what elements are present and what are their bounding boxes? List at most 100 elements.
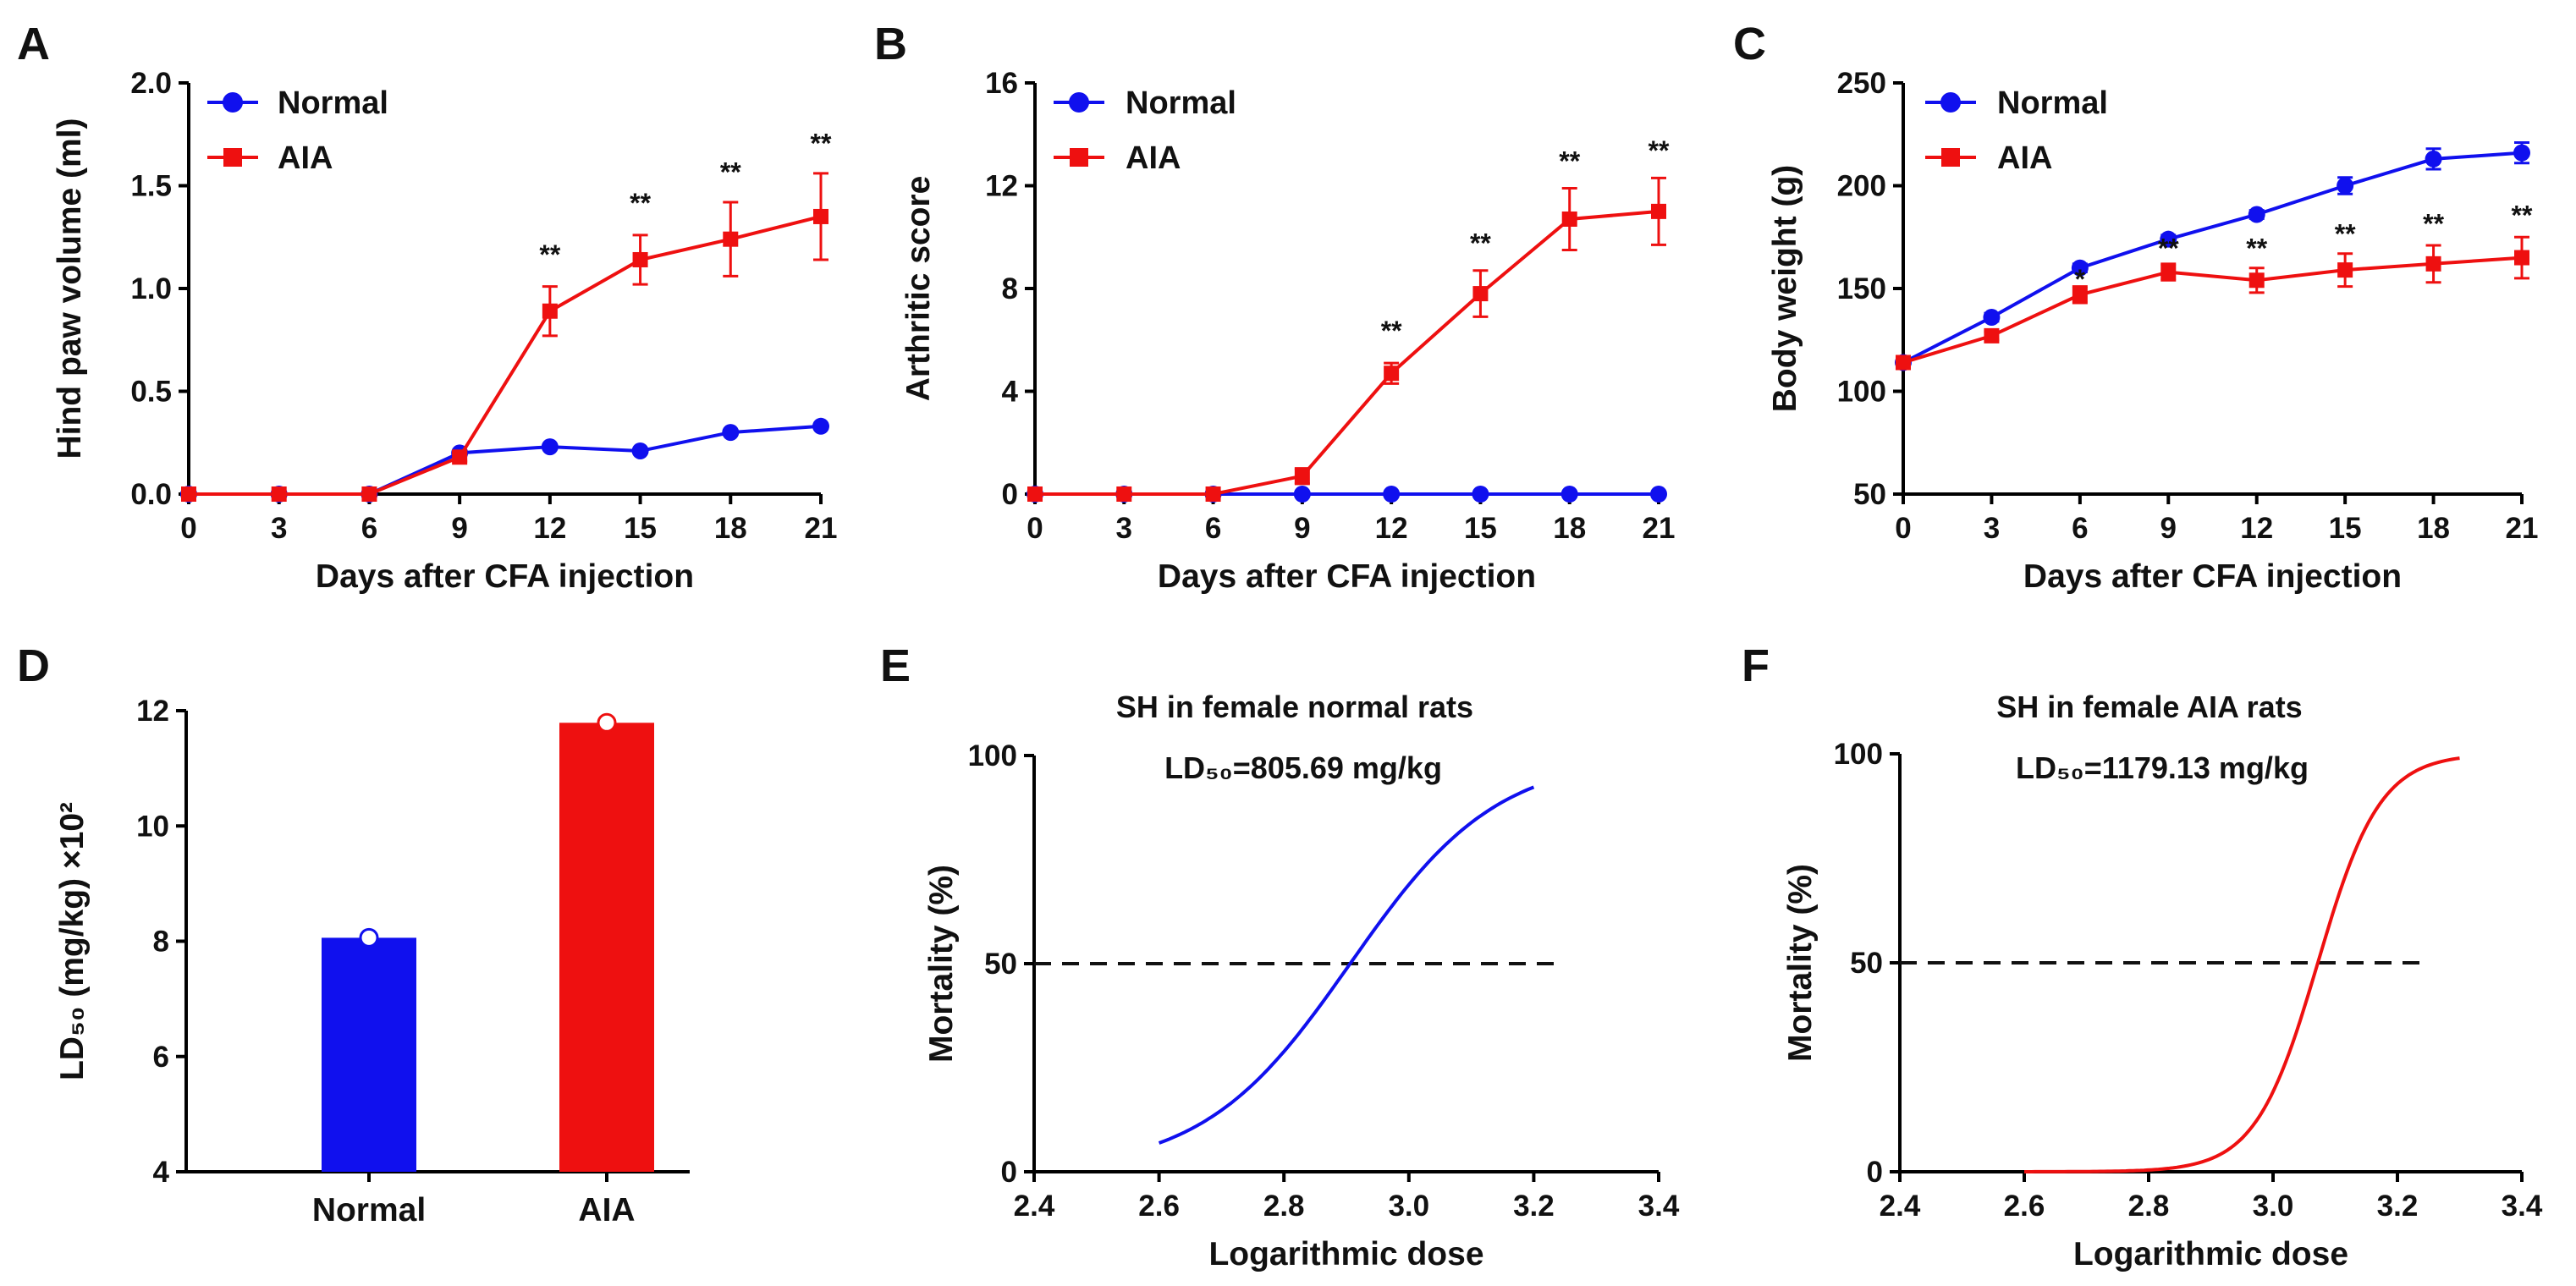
data-point-normal [812, 417, 829, 435]
x-tick-label: 9 [1294, 512, 1310, 545]
data-point-aia [452, 449, 468, 465]
y-tick-label: 1.5 [130, 170, 172, 203]
legend-marker-normal [223, 92, 243, 113]
panel-letter-d: D [17, 640, 50, 691]
x-tick-label: 3 [1984, 512, 2000, 545]
data-point-normal [541, 438, 559, 456]
data-point-aia [723, 231, 739, 247]
significance-marker: ** [1381, 316, 1402, 346]
y-tick-label: 50 [984, 948, 1017, 981]
dose-response-curve [1158, 785, 1535, 1145]
x-tick-label: 2.4 [1880, 1190, 1921, 1223]
significance-marker: * [2075, 264, 2086, 294]
series-aia [1027, 176, 1666, 502]
significance-marker: ** [2423, 208, 2444, 239]
y-axis-title: LD₅₀ (mg/kg) ×10² [54, 802, 91, 1080]
significance-marker: ** [720, 157, 741, 188]
data-point-aia [813, 208, 828, 224]
x-tick-label: 18 [714, 512, 747, 545]
x-tick-label: 2.4 [1014, 1190, 1055, 1223]
data-point-normal [1383, 486, 1401, 503]
data-point-normal [2425, 150, 2442, 168]
y-tick-label: 2.0 [130, 67, 172, 100]
x-tick-label: 2.8 [2128, 1190, 2170, 1223]
y-axis-title: Mortality (%) [923, 865, 960, 1063]
legend-label-normal: Normal [1126, 85, 1236, 121]
data-point-aia [1027, 486, 1043, 502]
x-tick-label: 0 [180, 512, 196, 545]
legend-label-aia: AIA [1126, 140, 1181, 176]
y-tick-label: 12 [985, 170, 1018, 203]
legend-label-normal: Normal [278, 85, 388, 121]
series-aia [1896, 235, 2529, 371]
series-line-aia [189, 214, 822, 496]
legend-marker-aia [1941, 148, 1960, 167]
y-axis-title: Body weight (g) [1767, 165, 1803, 412]
x-tick-label: 12 [1375, 512, 1408, 545]
legend-marker-normal [1069, 92, 1089, 113]
significance-marker: ** [2246, 234, 2267, 264]
y-tick-label: 1.0 [130, 272, 172, 305]
x-axis-title: Days after CFA injection [1158, 558, 1536, 595]
x-tick-label: 12 [533, 512, 566, 545]
x-tick-label: 2.6 [2004, 1190, 2045, 1223]
data-point-aia [181, 486, 196, 502]
significance-marker: ** [539, 239, 560, 270]
x-tick-label: 18 [2417, 512, 2450, 545]
x-tick-label: 6 [361, 512, 377, 545]
data-point-aia [361, 486, 377, 502]
x-tick-label: 21 [805, 512, 838, 545]
panel-letter-c: C [1733, 19, 1766, 69]
series-normal [1895, 140, 2530, 371]
bar-aia [559, 723, 654, 1172]
x-tick-label: 9 [2160, 512, 2177, 545]
x-tick-label: 3.4 [2502, 1190, 2543, 1223]
x-tick-label: 0 [1895, 512, 1911, 545]
panel-b: B Normal AIA 0 4 8 12 16 0 3 6 9 12 15 18 21 Days aft… [874, 19, 1675, 595]
panel-f: F SH in female AIA rats LD₅₀=1179.13 mg/… [1742, 640, 2543, 1272]
x-axis-title: Logarithmic dose [1208, 1236, 1483, 1272]
significance-marker: ** [1470, 228, 1491, 258]
x-category-label: AIA [578, 1192, 635, 1228]
data-point-aia [1472, 286, 1489, 302]
y-tick-label: 4 [1002, 376, 1019, 409]
data-point-aia [1384, 365, 1400, 382]
y-tick-label: 50 [1850, 947, 1883, 980]
y-tick-label: 0 [1001, 1156, 1017, 1189]
panel-a: A Normal AIA 0.0 0.5 1.0 1.5 2.0 0 3 6 9 12 15 18 21… [17, 19, 837, 595]
data-point-aia [1561, 211, 1577, 227]
data-point-normal [2337, 177, 2354, 195]
x-tick-label: 3.2 [2377, 1190, 2419, 1223]
x-tick-label: 9 [451, 512, 467, 545]
panel-c: C Normal AIA 50 100 150 200 250 0 3 6 9 12 15 18 21 D… [1733, 19, 2538, 595]
data-point-aia [1896, 354, 1911, 371]
y-tick-label: 0.0 [130, 478, 172, 511]
y-tick-label: 8 [1002, 272, 1018, 305]
x-tick-label: 3.2 [1513, 1190, 1555, 1223]
legend-label-aia: AIA [1997, 140, 2052, 176]
x-tick-label: 2.6 [1138, 1190, 1180, 1223]
data-point-aia [1984, 327, 2000, 343]
data-point-normal [2513, 144, 2530, 162]
series-aia [181, 172, 828, 502]
series-line-aia [1902, 256, 2523, 365]
legend-marker-aia [1070, 148, 1088, 167]
bar-normal [322, 937, 416, 1172]
significance-marker: ** [1559, 146, 1580, 176]
y-tick-label: 100 [1834, 738, 1883, 771]
x-tick-label: 15 [1464, 512, 1497, 545]
x-tick-label: 21 [1643, 512, 1676, 545]
x-tick-label: 15 [624, 512, 657, 545]
data-point-aia [1294, 468, 1310, 484]
x-tick-label: 3.0 [2253, 1190, 2294, 1223]
y-tick-label: 50 [1853, 478, 1886, 511]
data-point-normal [1560, 486, 1578, 503]
chart-title-f: SH in female AIA rats [1996, 690, 2302, 724]
dose-response-curve [2024, 756, 2460, 1173]
x-tick-label: 12 [2240, 512, 2273, 545]
x-tick-label: 6 [2072, 512, 2088, 545]
data-point-normal [1983, 309, 2001, 327]
y-tick-label: 8 [153, 926, 169, 959]
data-point-aia [271, 486, 287, 502]
